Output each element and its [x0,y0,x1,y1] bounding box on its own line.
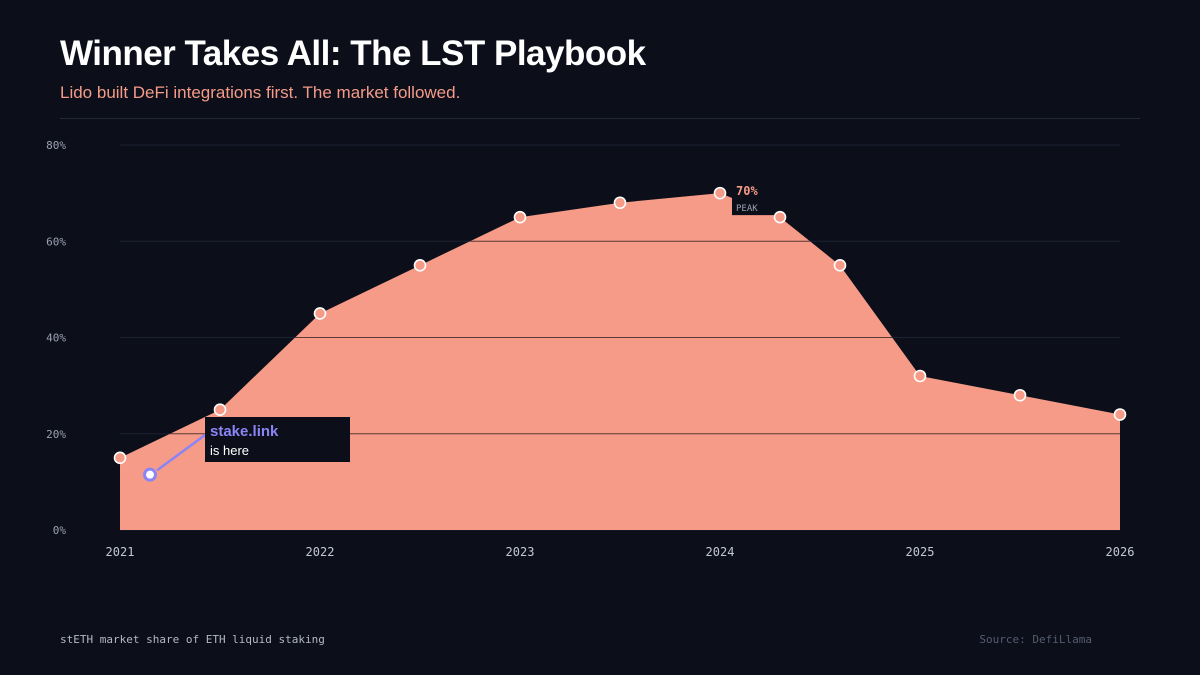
stake-link-marker [143,467,157,482]
data-point [773,210,787,224]
data-point [113,451,127,465]
y-tick-label: 20% [46,428,66,441]
page-subtitle: Lido built DeFi integrations first. The … [60,83,461,102]
data-point [1113,408,1127,421]
x-tick-label: 2022 [306,545,335,559]
header-divider [60,118,1140,119]
y-tick-label: 0% [53,524,67,537]
x-tick-label: 2025 [906,545,935,559]
data-point [413,259,427,272]
data-point [213,403,227,416]
x-tick-label: 2024 [706,545,735,559]
y-tick-label: 40% [46,332,66,345]
data-point [833,259,847,272]
marker-connector [156,433,207,471]
data-point [1013,388,1027,402]
peak-label-background [732,185,784,216]
market-share-area [120,193,1120,530]
marker-callout-box [205,417,350,462]
peak-caption-label: PEAK [736,204,758,214]
data-point [313,307,327,320]
y-tick-label: 60% [46,235,66,248]
data-point [913,369,927,383]
data-point [513,210,527,224]
peak-value-label: 70% [736,184,758,198]
page-title: Winner Takes All: The LST Playbook [60,34,646,73]
data-point [713,186,727,200]
marker-subtext: is here [210,443,249,458]
source-credit: Source: DefiLlama [979,633,1092,646]
x-tick-label: 2026 [1106,545,1135,559]
data-point [613,196,627,210]
marker-title: stake.link [210,423,279,440]
y-tick-label: 80% [46,139,66,152]
x-tick-label: 2023 [506,545,535,559]
x-tick-label: 2021 [106,545,135,559]
chart-caption: stETH market share of ETH liquid staking [60,633,325,646]
